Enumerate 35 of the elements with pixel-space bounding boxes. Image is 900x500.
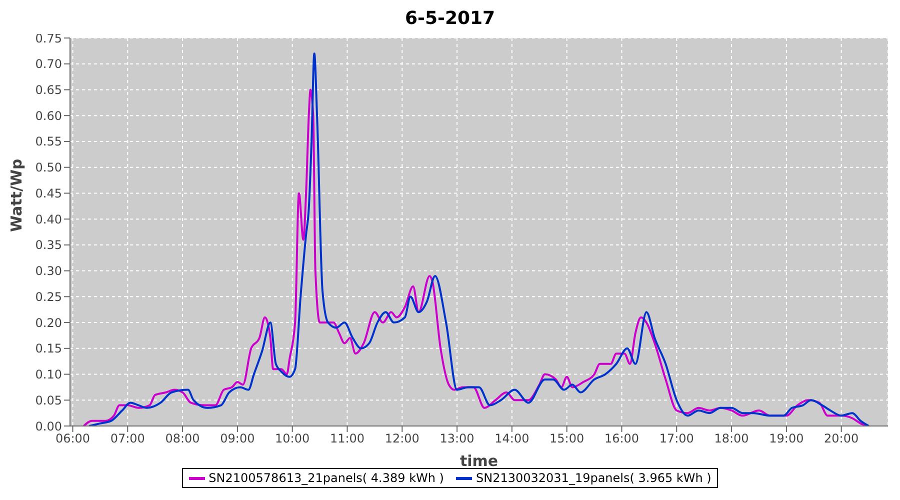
x-tick-label: 06:00 [55,432,90,446]
x-tick-label: 14:00 [494,432,530,446]
y-tick-label: 0.50 [35,160,62,175]
x-tick-label: 19:00 [769,432,804,446]
x-tick-label: 15:00 [550,432,584,446]
y-tick-label: 0.20 [35,316,62,330]
y-tick-label: 0.35 [35,238,62,252]
x-tick-label: 17:00 [659,432,694,446]
x-tick-label: 16:00 [604,432,640,446]
x-tick-label: 12:00 [384,432,420,446]
y-tick-label: 0.15 [35,342,62,356]
y-tick-label: 0.60 [35,108,62,123]
y-tick-label: 0.10 [35,368,62,382]
y-tick-label: 0.65 [35,82,62,97]
y-tick-label: 0.45 [35,186,62,200]
legend-label: SN2130032031_19panels( 3.965 kWh ) [476,471,712,485]
y-tick-label: 0.30 [35,264,62,278]
chart-title: 6-5-2017 [404,8,496,29]
y-tick-label: 0.40 [35,212,62,226]
y-tick-label: 0.55 [35,134,62,149]
x-tick-label: 10:00 [275,432,310,446]
x-tick-label: 13:00 [440,432,474,446]
x-tick-label: 09:00 [220,432,255,446]
y-tick-label: 0.05 [35,393,62,408]
x-axis-title: time [460,452,498,470]
x-tick-label: 18:00 [714,432,749,446]
y-tick-label: 0.00 [35,419,62,434]
y-tick-label: 0.25 [35,290,62,304]
y-tick-label: 0.70 [35,57,62,72]
legend-label: SN2100578613_21panels( 4.389 kWh ) [208,471,444,485]
y-axis-title: Watt/Wp [7,158,26,232]
x-tick-label: 20:00 [824,432,859,446]
x-tick-label: 07:00 [110,432,145,446]
x-tick-label: 08:00 [165,432,200,446]
x-tick-label: 11:00 [330,432,365,446]
